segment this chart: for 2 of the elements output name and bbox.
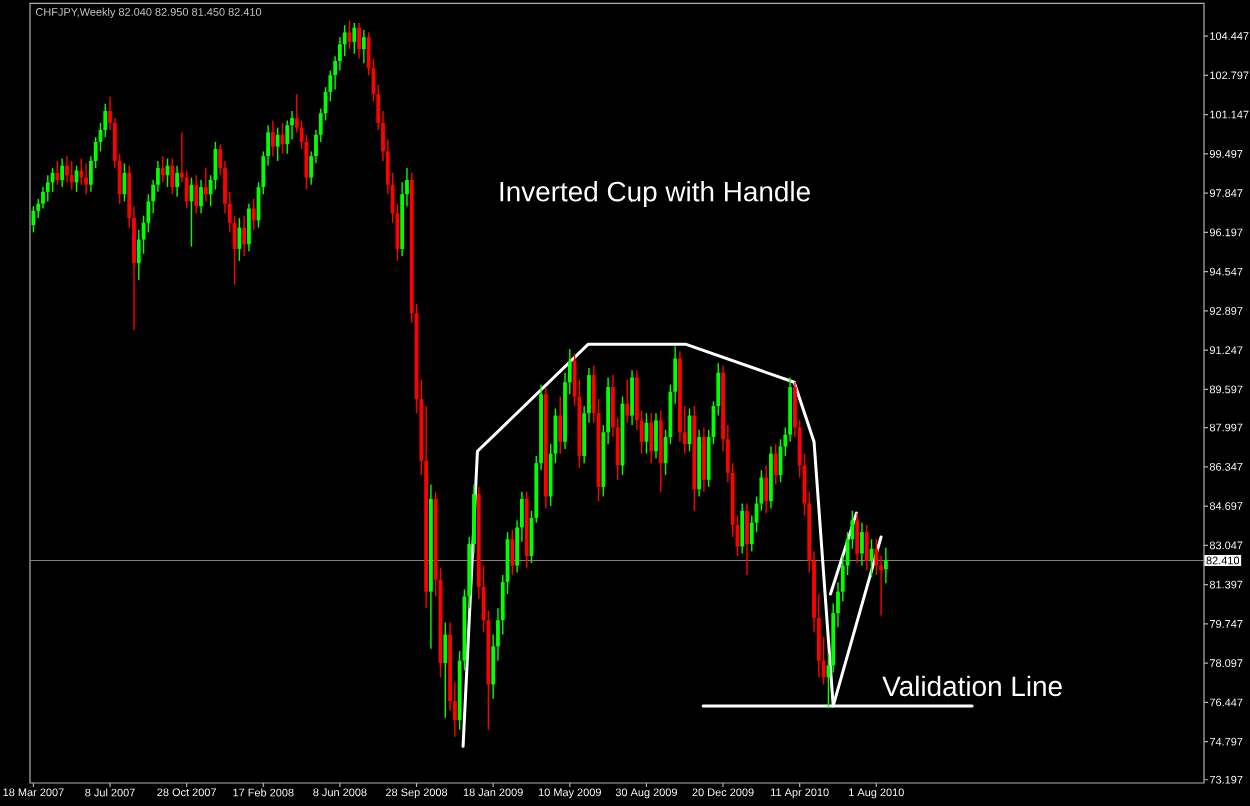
annotation: Inverted Cup with Handle bbox=[500, 181, 810, 208]
annotation: Validation Line bbox=[882, 675, 1062, 697]
